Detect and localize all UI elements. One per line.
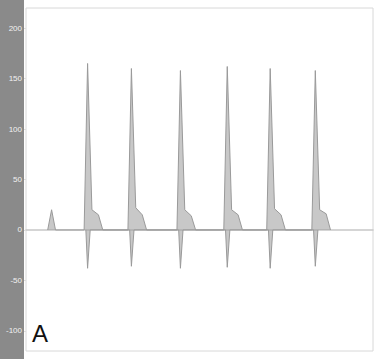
svg-text:200: 200 (9, 24, 23, 33)
svg-text:150: 150 (9, 74, 23, 83)
svg-text:A: A (32, 320, 48, 347)
svg-text:100: 100 (9, 125, 23, 134)
svg-text:50: 50 (13, 175, 22, 184)
svg-text:-50: -50 (10, 276, 22, 285)
svg-text:-100: -100 (6, 326, 23, 335)
svg-text:0: 0 (18, 225, 23, 234)
